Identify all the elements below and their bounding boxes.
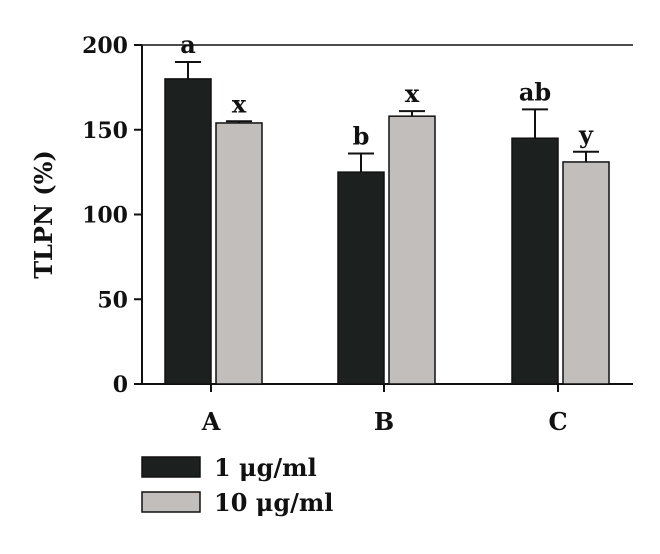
significance-label: y (578, 120, 594, 149)
y-axis-title: TLPN (%) (29, 150, 58, 279)
bar (164, 78, 212, 385)
significance-label: b (353, 121, 370, 150)
legend-label: 1 μg/ml (214, 453, 317, 482)
bar (388, 115, 436, 385)
legend-label: 10 μg/ml (214, 488, 333, 517)
axes: 0 50 100 150 200 TLPN (%) A B C (29, 33, 633, 436)
y-tick-label: 0 (113, 372, 128, 398)
y-tick-label: 100 (82, 203, 128, 229)
legend: 1 μg/ml 10 μg/ml (141, 453, 333, 517)
y-tick-label: 150 (82, 118, 128, 144)
legend-swatch (141, 491, 201, 513)
bar (562, 161, 610, 385)
bar (337, 171, 385, 385)
significance-label: a (180, 30, 196, 59)
bars: a x b x aby (164, 30, 610, 385)
legend-swatch (141, 456, 201, 478)
y-tick-label: 200 (82, 33, 128, 59)
x-tick-label: B (374, 407, 394, 436)
y-tick-label: 50 (97, 287, 128, 313)
bar (215, 122, 263, 385)
significance-label: ab (519, 77, 551, 106)
x-tick-label: A (201, 407, 221, 436)
significance-label: x (405, 79, 420, 108)
bar (511, 137, 559, 385)
x-tick-label: C (548, 407, 567, 436)
significance-label: x (232, 89, 247, 118)
